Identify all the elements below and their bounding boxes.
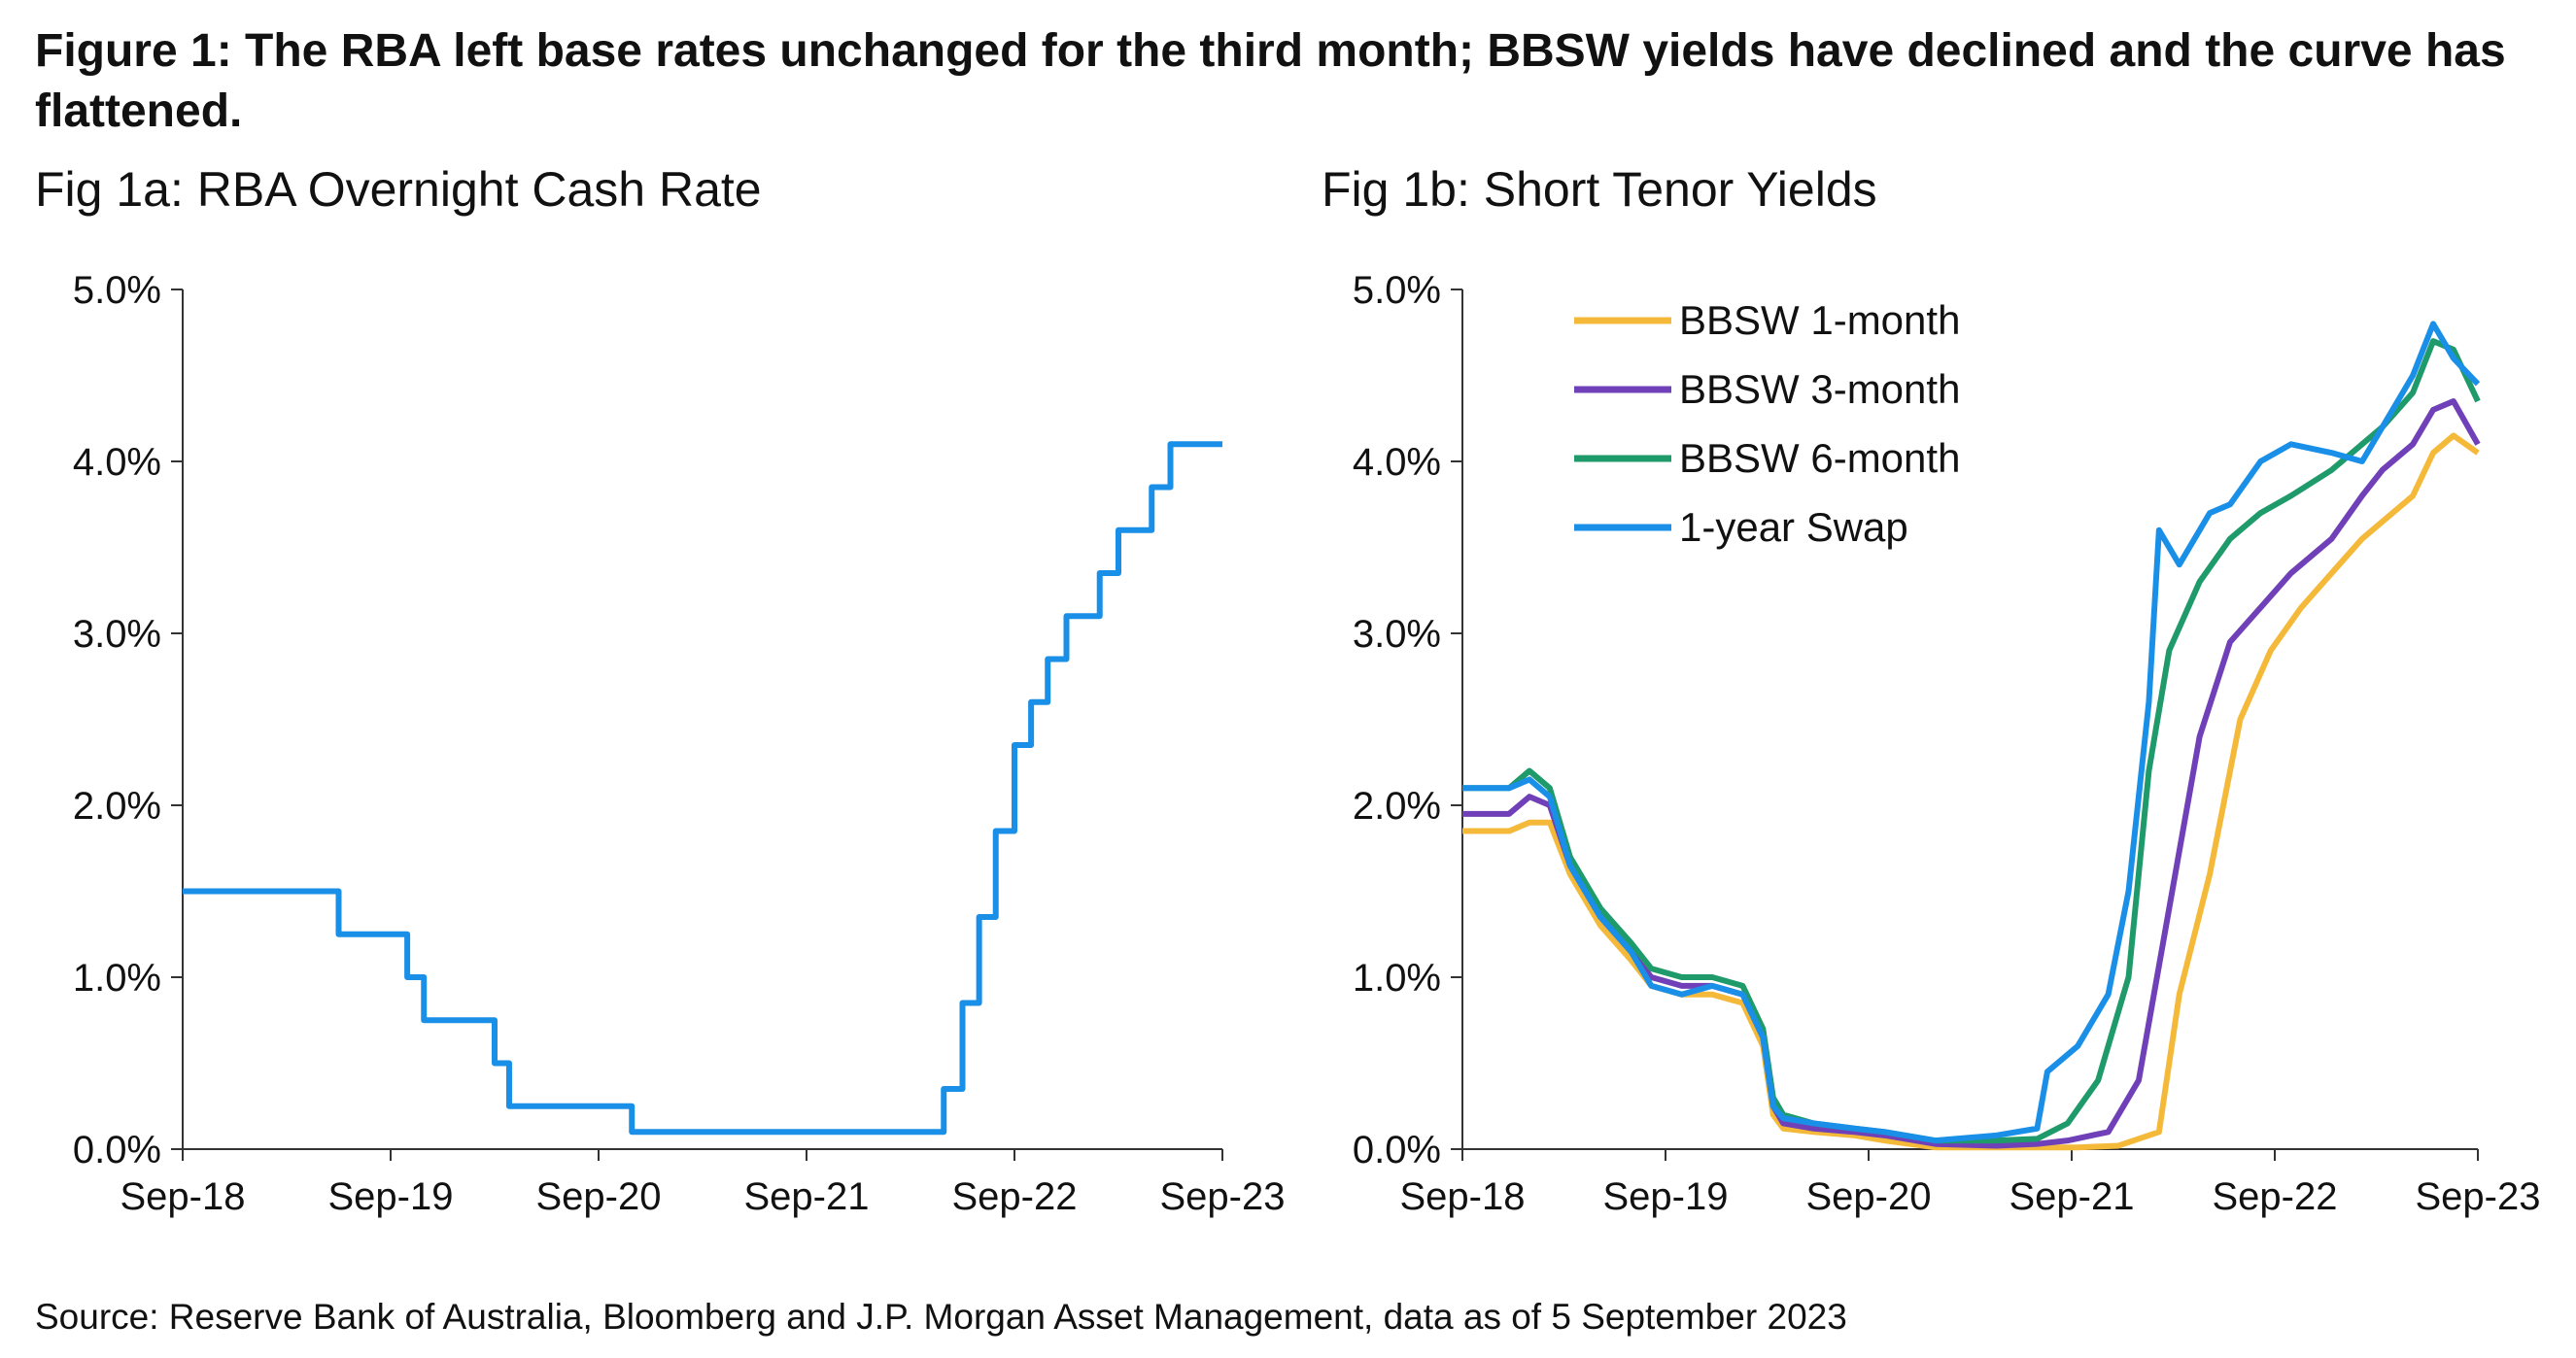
y-tick-label: 4.0% <box>1353 441 1441 484</box>
source-note: Source: Reserve Bank of Australia, Bloom… <box>35 1297 1847 1337</box>
x-tick-label: Sep-22 <box>2213 1175 2338 1218</box>
y-tick-label: 1.0% <box>1353 957 1441 1000</box>
x-tick-label: Sep-21 <box>2009 1175 2135 1218</box>
x-tick-label: Sep-23 <box>1160 1175 1286 1218</box>
legend-label: BBSW 3-month <box>1679 366 1960 412</box>
x-tick-label: Sep-18 <box>1400 1175 1526 1218</box>
series-line-bbsw-3-month <box>1462 398 2481 1149</box>
panel-b-title: Fig 1b: Short Tenor Yields <box>1322 162 1877 217</box>
y-tick-label: 3.0% <box>73 613 161 656</box>
y-tick-label: 5.0% <box>73 269 161 312</box>
y-tick-label: 2.0% <box>1353 785 1441 828</box>
legend-label: BBSW 1-month <box>1679 297 1960 343</box>
x-tick-label: Sep-18 <box>120 1175 246 1218</box>
panel-b-short-tenor-chart: 0.0% 1.0% 2.0% 3.0% 4.0% 5.0% Sep-18 Sep-19 Sep-… <box>1353 269 2541 1218</box>
series-line-bbsw-1-month <box>1462 432 2480 1151</box>
x-tick-label: Sep-21 <box>744 1175 870 1218</box>
panel-a-cash-rate-chart: 0.0% 1.0% 2.0% 3.0% 4.0% 5.0% Sep-18 Sep-19 Sep-… <box>73 269 1286 1218</box>
y-tick-label: 5.0% <box>1353 269 1441 312</box>
x-tick-label: Sep-23 <box>2416 1175 2541 1218</box>
series-line-cash-rate <box>183 441 1222 1136</box>
y-tick-label: 4.0% <box>73 441 161 484</box>
y-tick-label: 0.0% <box>1353 1129 1441 1171</box>
x-tick-label: Sep-22 <box>952 1175 1078 1218</box>
x-tick-label: Sep-20 <box>536 1175 662 1218</box>
x-tick-label: Sep-19 <box>328 1175 454 1218</box>
legend-label: 1-year Swap <box>1679 504 1908 550</box>
y-tick-label: 2.0% <box>73 785 161 828</box>
x-tick-label: Sep-20 <box>1806 1175 1932 1218</box>
figure-title: Figure 1: The RBA left base rates unchan… <box>35 25 2506 137</box>
y-tick-label: 0.0% <box>73 1129 161 1171</box>
series-line-1-year-swap <box>1462 321 2481 1144</box>
panel-a-title: Fig 1a: RBA Overnight Cash Rate <box>35 162 762 217</box>
x-tick-label: Sep-19 <box>1603 1175 1729 1218</box>
y-tick-label: 3.0% <box>1353 613 1441 656</box>
y-tick-label: 1.0% <box>73 957 161 1000</box>
legend-label: BBSW 6-month <box>1679 435 1960 481</box>
